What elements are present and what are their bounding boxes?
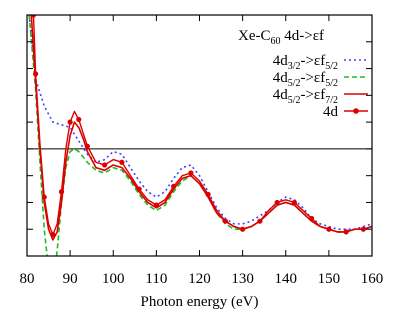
data-point [291, 199, 297, 206]
data-point [274, 199, 280, 206]
data-point [136, 186, 142, 192]
data-point [58, 189, 65, 195]
data-point [240, 226, 246, 232]
series-line [32, 15, 372, 236]
legend-label: 4d3/2->εf5/2 [273, 53, 338, 72]
legend-marker [353, 108, 359, 114]
data-point [76, 116, 82, 123]
data-point [326, 226, 332, 232]
data-point [222, 218, 228, 224]
x-tick-label: 130 [231, 271, 254, 287]
series-line [28, 15, 372, 231]
data-point [205, 191, 211, 198]
series-line [28, 15, 372, 256]
data-point [102, 162, 108, 168]
legend-label: 4d5/2->εf5/2 [273, 70, 338, 89]
data-point [153, 202, 159, 208]
data-point [30, 15, 37, 18]
x-axis-label: Photon energy (eV) [140, 294, 258, 310]
data-point [188, 170, 194, 176]
x-tick-label: 140 [275, 271, 298, 287]
x-tick-label: 120 [188, 271, 211, 287]
legend-label: 4d [323, 104, 339, 120]
data-point [67, 119, 73, 125]
x-tick-label: 150 [318, 271, 341, 287]
series-line [30, 15, 372, 241]
x-tick-label: 90 [63, 271, 78, 287]
x-axis: 80 90 100 110 120 130 140 150 160 [20, 15, 384, 287]
x-tick-label: 100 [102, 271, 125, 287]
data-point [41, 194, 47, 200]
x-tick-label: 160 [361, 271, 384, 287]
data-point [119, 159, 125, 165]
data-point [50, 231, 56, 238]
data-point [309, 215, 315, 222]
data-point [343, 229, 349, 235]
plot-frame [26, 14, 373, 257]
series-layer [28, 15, 372, 256]
x-tick-label: 110 [145, 271, 167, 287]
data-point [257, 218, 263, 224]
data-point [360, 226, 366, 232]
data-point [33, 71, 39, 77]
chart-title: Xe-C60 4d->εf [238, 28, 324, 47]
legend-label: 4d5/2->εf7/2 [273, 87, 338, 106]
x-tick-label: 80 [20, 271, 35, 287]
data-point [84, 143, 90, 149]
data-point [171, 183, 177, 189]
y-axis [27, 41, 372, 230]
